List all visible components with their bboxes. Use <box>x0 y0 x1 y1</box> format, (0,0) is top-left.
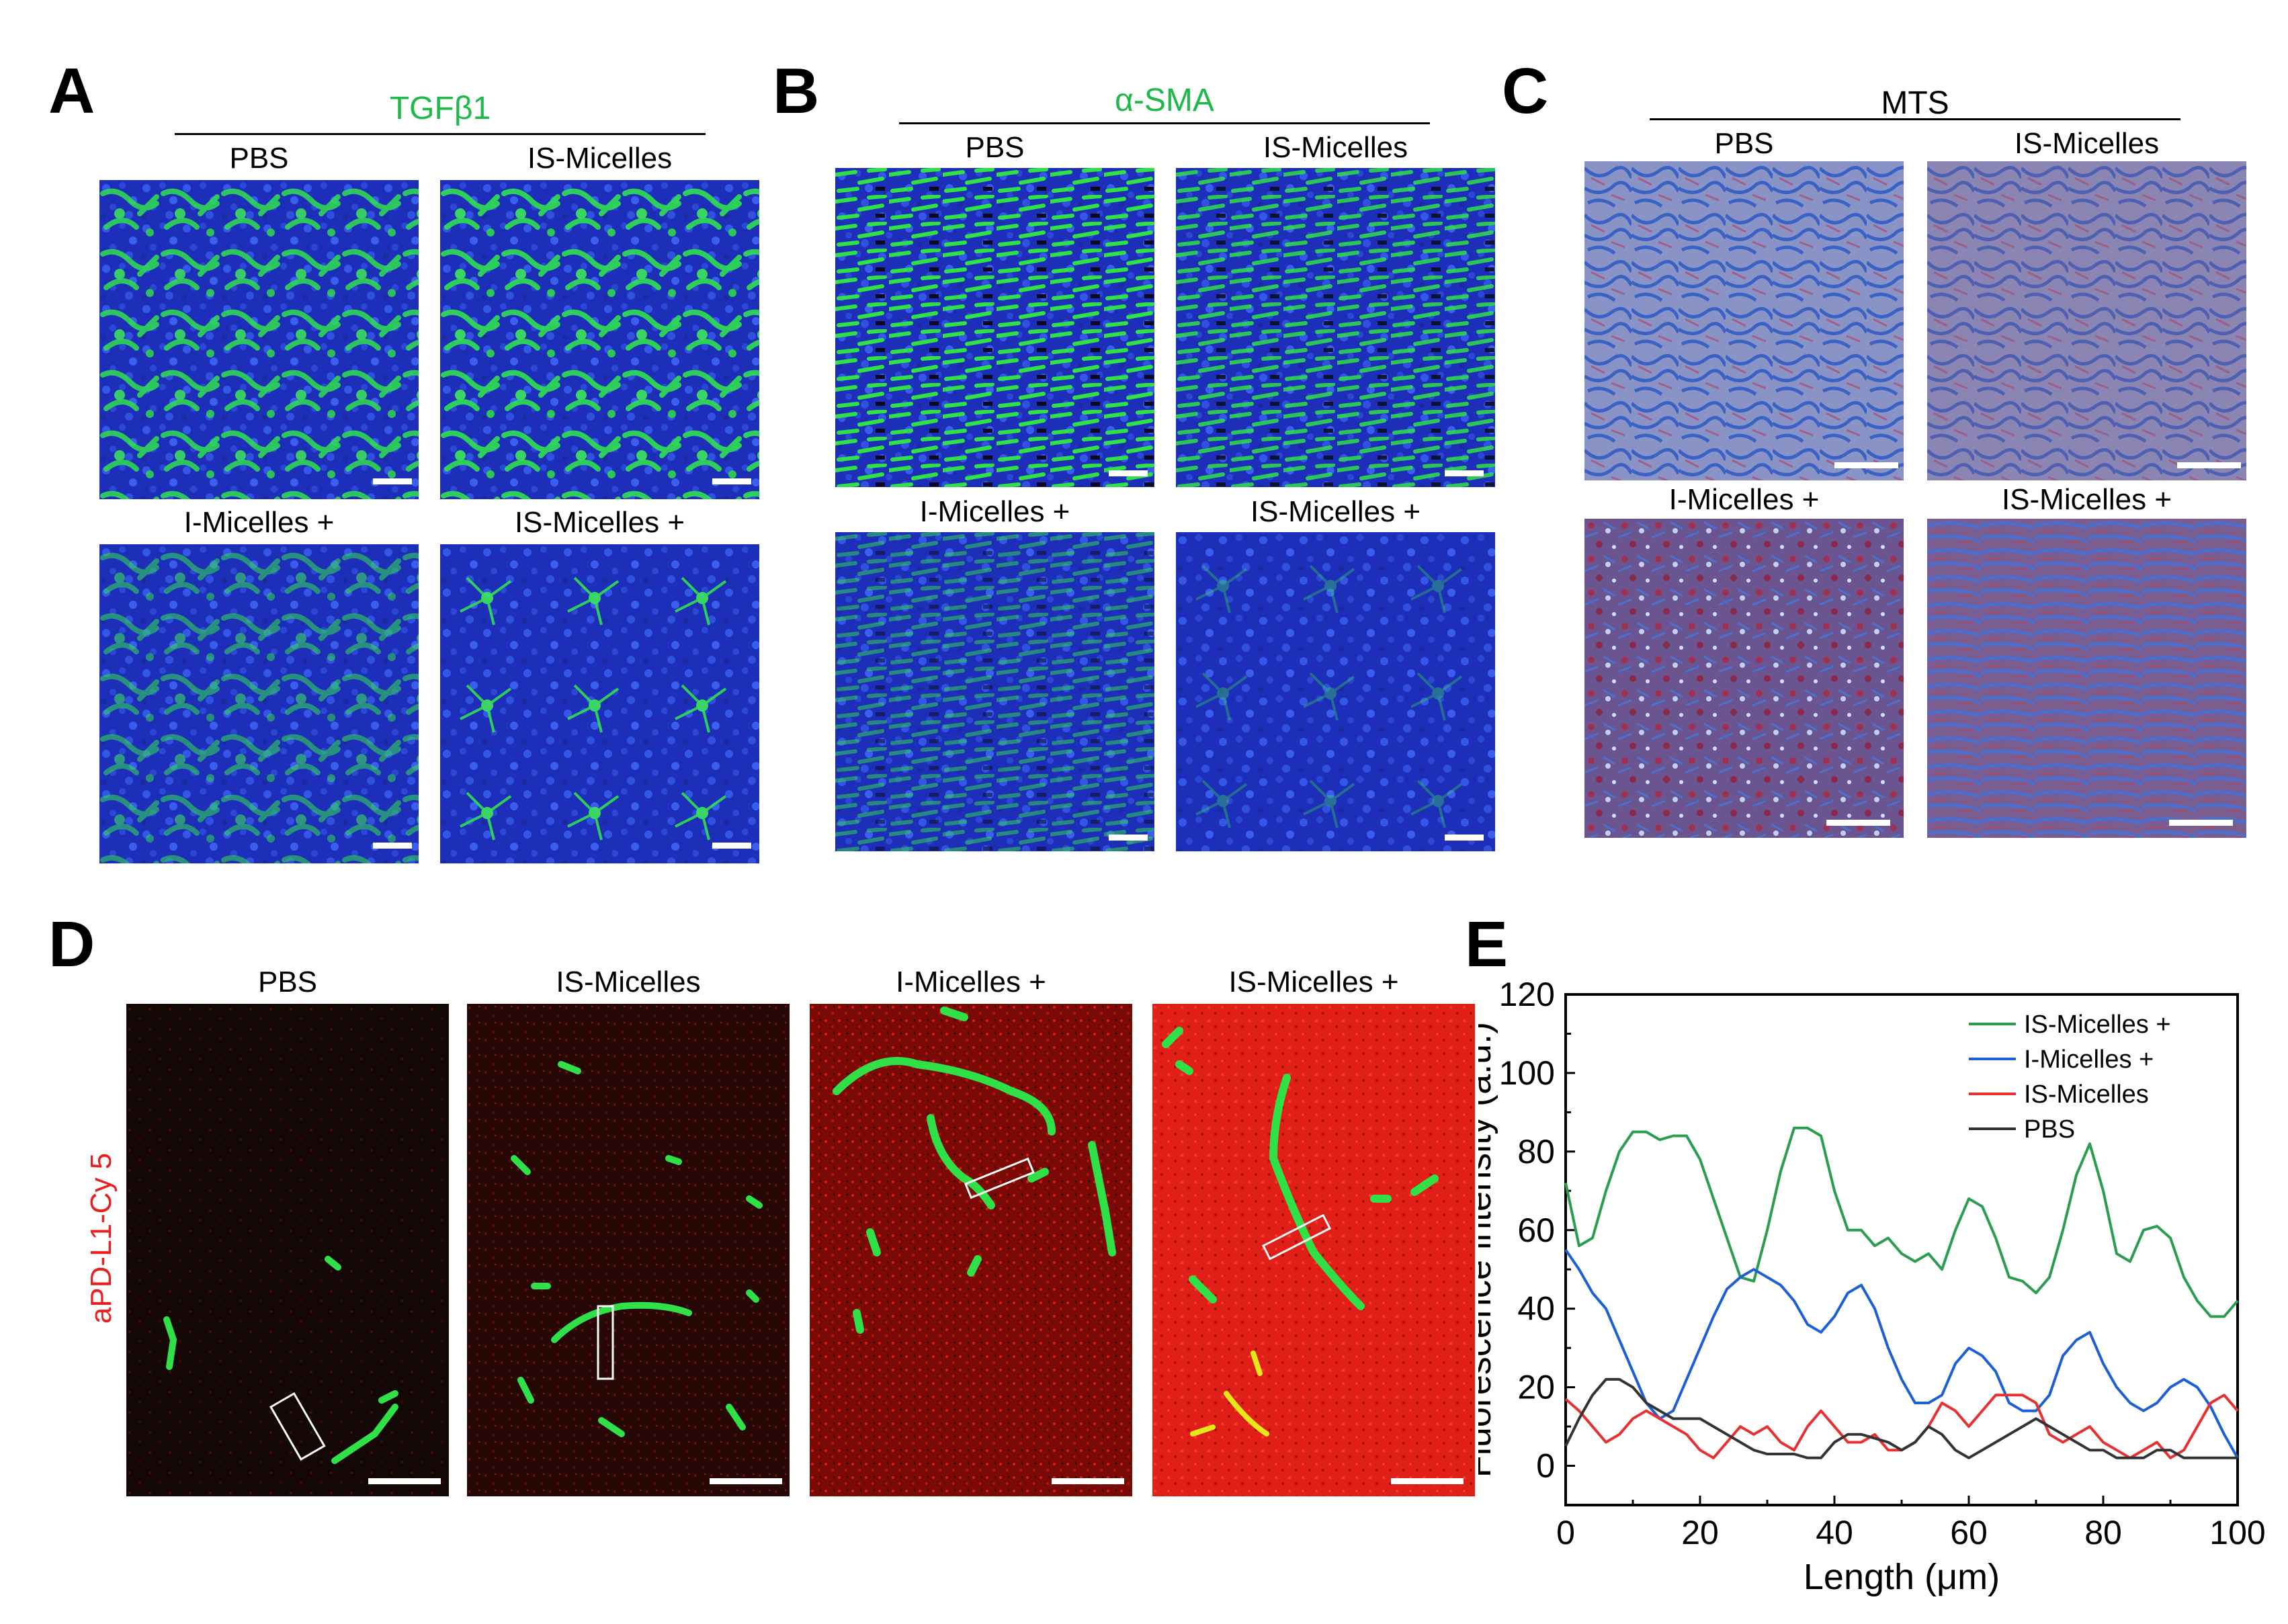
y-tick-label-1: 20 <box>1517 1369 1555 1406</box>
panel-b-image-pbs <box>835 168 1154 487</box>
y-tick-label-4: 80 <box>1517 1133 1555 1170</box>
panel-c-image-is-micelles <box>1927 161 2246 480</box>
panel-d-image-is-micelles-plus <box>1152 1004 1475 1496</box>
y-tick-label-3: 60 <box>1517 1211 1555 1249</box>
panel-d-label-pbs: PBS <box>257 966 318 998</box>
panel-a-label-i-micelles-plus: I-Micelles + <box>183 506 335 539</box>
y-tick-label-6: 120 <box>1499 976 1555 1013</box>
panel-label-e: E <box>1465 908 1509 980</box>
panel-a-scale-bar-2 <box>712 478 751 484</box>
fluorescence-line-chart: 0 20 40 60 80 100 0 20 40 60 80 100 120 Length (μm) Fl… <box>1478 976 2266 1597</box>
panel-b-scale-bar-3 <box>1109 835 1148 841</box>
panel-a-image-is-micelles-plus <box>440 544 759 863</box>
panel-a-title: TGFβ1 <box>389 91 491 126</box>
panel-a-label-is-micelles: IS-Micelles <box>527 142 673 175</box>
panel-d-label-is-micelles-plus: IS-Micelles + <box>1228 966 1399 998</box>
panel-d-label-is-micelles: IS-Micelles <box>556 966 701 998</box>
panel-d-side-label: aPD-L1-Cy 5 <box>85 1152 118 1324</box>
panel-c-image-i-micelles-plus <box>1584 519 1904 838</box>
panel-b-image-is-micelles <box>1176 168 1495 487</box>
panel-d-scale-bar-2 <box>710 1478 782 1484</box>
y-tick-label-5: 100 <box>1499 1054 1555 1092</box>
series-line-2 <box>1564 1394 2239 1459</box>
legend-label-1: I-Micelles + <box>2024 1045 2154 1074</box>
x-tick-label-4: 80 <box>2084 1514 2122 1551</box>
panel-c-image-pbs <box>1584 161 1904 480</box>
panel-d-scale-bar-3 <box>1052 1478 1124 1484</box>
y-tick-label-0: 0 <box>1536 1447 1555 1485</box>
panel-label-c: C <box>1502 55 1549 127</box>
panel-b-title: α-SMA <box>1115 83 1214 118</box>
panel-b-scale-bar-4 <box>1445 835 1484 841</box>
panel-a-image-pbs <box>99 180 419 499</box>
panel-c-scale-bar-3 <box>1826 820 1890 826</box>
panel-c-label-is-micelles: IS-Micelles <box>2014 127 2160 160</box>
x-axis-label: Length (μm) <box>1804 1557 2000 1597</box>
panel-d-scale-bar-4 <box>1391 1478 1464 1484</box>
panel-b-title-rule <box>899 122 1430 124</box>
panel-b-label-i-micelles-plus: I-Micelles + <box>919 495 1070 528</box>
panel-b-image-is-micelles-plus <box>1176 532 1495 851</box>
panel-c-label-i-micelles-plus: I-Micelles + <box>1668 483 1820 516</box>
panel-label-b: B <box>773 55 820 127</box>
panel-d-image-pbs <box>126 1004 449 1496</box>
panel-a-scale-bar-3 <box>373 843 412 849</box>
panel-c-title: MTS <box>1881 85 1949 121</box>
panel-c-scale-bar-4 <box>2169 820 2233 826</box>
panel-b-label-is-micelles-plus: IS-Micelles + <box>1250 495 1421 528</box>
panel-a-image-is-micelles <box>440 180 759 499</box>
panel-a-title-rule <box>175 133 706 135</box>
x-tick-label-2: 40 <box>1816 1514 1853 1551</box>
x-tick-label-1: 20 <box>1681 1514 1719 1551</box>
legend-label-0: IS-Micelles + <box>2024 1011 2171 1039</box>
panel-d-label-i-micelles-plus: I-Micelles + <box>896 966 1046 998</box>
panel-c-label-pbs: PBS <box>1714 127 1774 160</box>
panel-a-label-pbs: PBS <box>229 142 289 175</box>
panel-d-scale-bar-1 <box>368 1478 441 1484</box>
panel-c-image-is-micelles-plus <box>1927 519 2246 838</box>
y-tick-label-2: 40 <box>1517 1290 1555 1328</box>
panel-b-label-pbs: PBS <box>965 131 1025 164</box>
panel-a-scale-bar-1 <box>373 478 412 484</box>
panel-c-label-is-micelles-plus: IS-Micelles + <box>2001 483 2172 516</box>
legend-label-3: PBS <box>2024 1115 2075 1144</box>
x-tick-label-3: 60 <box>1950 1514 1988 1551</box>
x-tick-label-5: 100 <box>2209 1514 2265 1551</box>
x-tick-label-0: 0 <box>1556 1514 1575 1551</box>
panel-a-label-is-micelles-plus: IS-Micelles + <box>514 506 685 539</box>
panel-b-label-is-micelles: IS-Micelles <box>1263 131 1408 164</box>
panel-c-scale-bar-1 <box>1834 462 1898 468</box>
panel-b-image-i-micelles-plus <box>835 532 1154 851</box>
panel-a-image-i-micelles-plus <box>99 544 419 863</box>
series-line-0 <box>1564 1126 2239 1318</box>
panel-c-title-rule <box>1650 118 2180 120</box>
panel-a-scale-bar-4 <box>712 843 751 849</box>
series-line-1 <box>1564 1248 2239 1459</box>
panel-label-a: A <box>48 55 95 127</box>
panel-b-scale-bar-2 <box>1445 470 1484 476</box>
panel-c-scale-bar-2 <box>2177 462 2241 468</box>
panel-d-image-is-micelles <box>467 1004 790 1496</box>
panel-label-d: D <box>48 908 95 980</box>
panel-b-scale-bar-1 <box>1109 470 1148 476</box>
y-axis-label: Fluorescence intensity (a.u.) <box>1478 1022 1498 1478</box>
series-line-3 <box>1564 1377 2238 1459</box>
legend-label-2: IS-Micelles <box>2024 1080 2149 1109</box>
panel-d-image-i-micelles-plus <box>810 1004 1132 1496</box>
